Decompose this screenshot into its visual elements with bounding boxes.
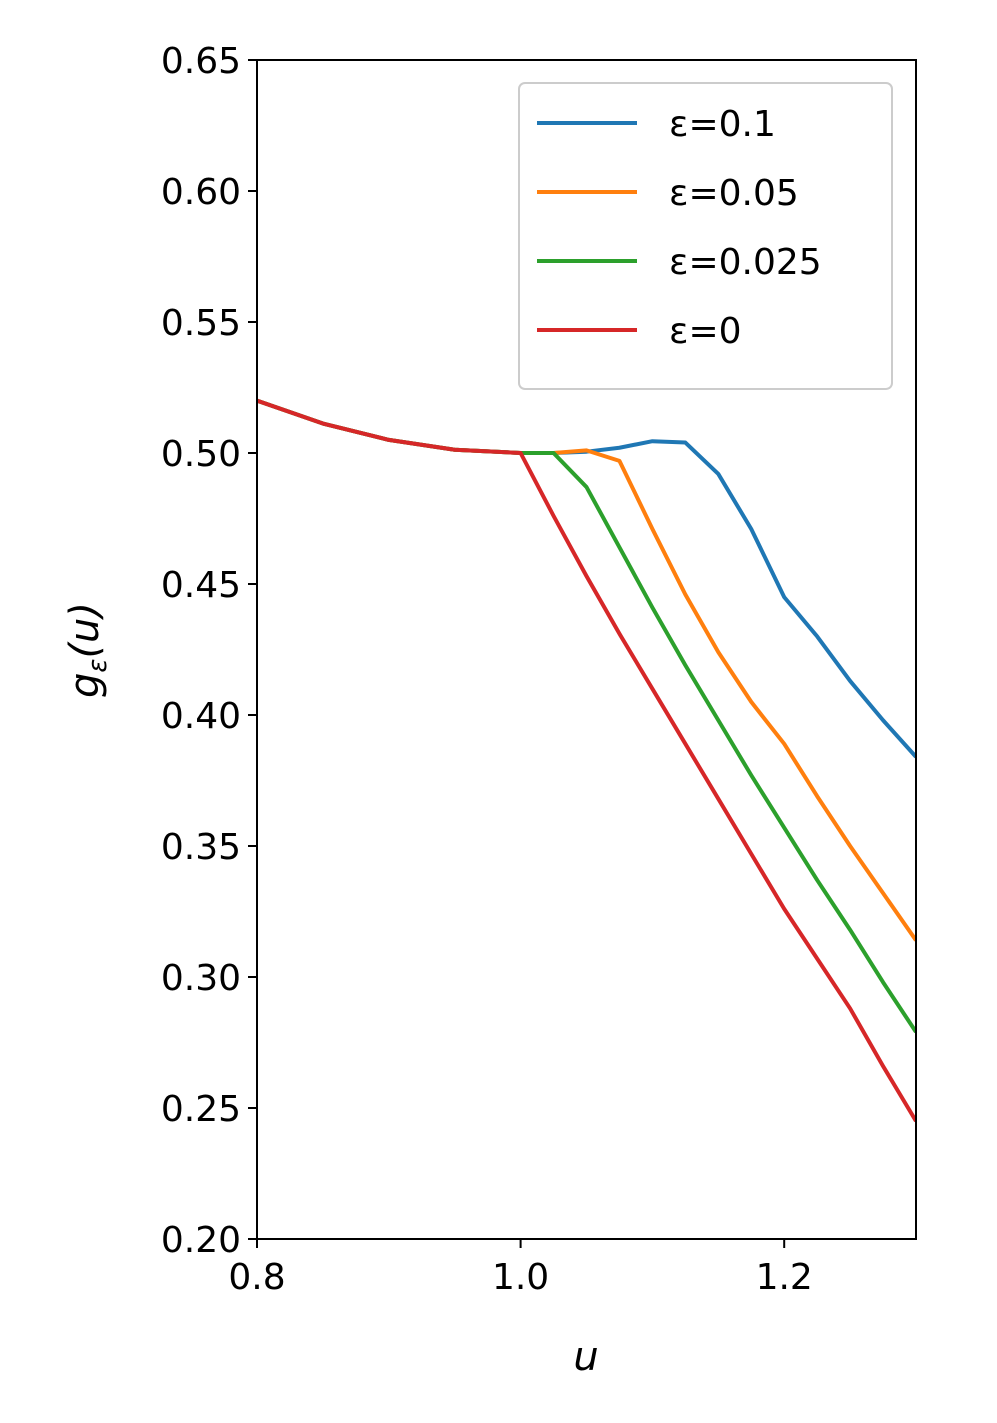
y-tick-label: 0.55 — [161, 303, 241, 344]
y-label-base: g — [62, 673, 108, 698]
x-tick-label: 1.2 — [756, 1257, 813, 1298]
legend-label: ε=0.025 — [669, 242, 822, 283]
legend: ε=0.1 ε=0.05 ε=0.025 ε=0 — [518, 82, 893, 390]
y-tick-label: 0.65 — [161, 41, 241, 82]
y-label-rest: (u) — [62, 602, 108, 659]
plot-area — [257, 398, 916, 1123]
y-tick-label: 0.60 — [161, 172, 241, 213]
legend-box — [518, 82, 893, 390]
y-tick-label: 0.20 — [161, 1220, 241, 1261]
legend-label: ε=0 — [669, 311, 742, 352]
y-tick-label: 0.50 — [161, 434, 241, 475]
y-axis-label: gε(u) — [62, 602, 113, 698]
axes-frame — [256, 59, 917, 1240]
x-axis-label: u — [573, 1334, 598, 1380]
y-tick-label: 0.40 — [161, 696, 241, 737]
y-label-sub: ε — [83, 659, 113, 673]
y-tick-label: 0.30 — [161, 958, 241, 999]
y-tick-label: 0.45 — [161, 565, 241, 606]
legend-label: ε=0.05 — [669, 173, 799, 214]
legend-label: ε=0.1 — [669, 104, 776, 145]
x-tick-label: 0.8 — [228, 1257, 285, 1298]
y-tick-label: 0.25 — [161, 1089, 241, 1130]
x-tick-label: 1.0 — [492, 1257, 549, 1298]
series-line — [257, 398, 916, 1123]
y-tick-label: 0.35 — [161, 827, 241, 868]
